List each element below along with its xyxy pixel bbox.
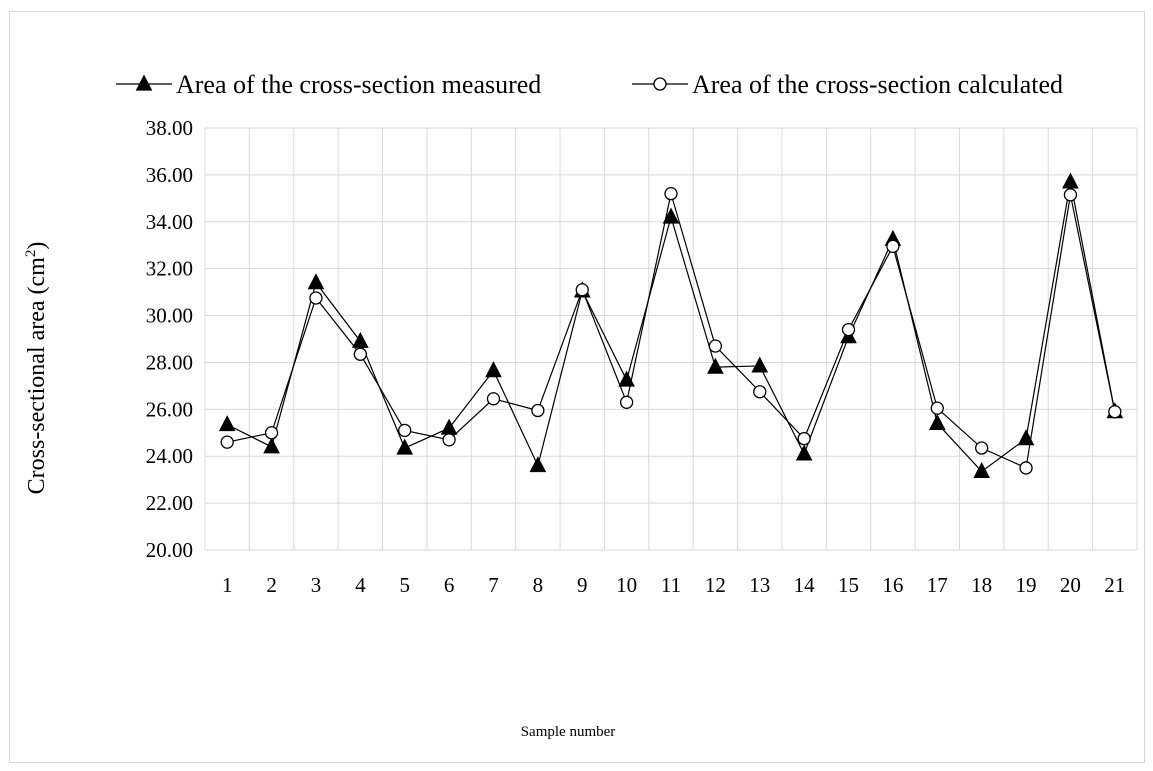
x-tick-label: 17 [927, 573, 948, 597]
triangle-marker [135, 74, 153, 91]
y-tick-label: 24.00 [146, 444, 193, 468]
grid [204, 127, 1138, 551]
triangle-marker [1062, 172, 1079, 189]
x-tick-label: 12 [705, 573, 726, 597]
x-tick-label: 3 [311, 573, 322, 597]
x-tick-label: 20 [1060, 573, 1081, 597]
legend: Area of the cross-section measured Area o… [116, 70, 1063, 99]
circle-marker [619, 395, 634, 409]
x-tick-label: 8 [533, 573, 544, 597]
series-line [227, 193, 1116, 469]
legend-label: Area of the cross-section calculated [692, 70, 1063, 99]
triangle-marker [751, 356, 769, 373]
y-tick-label: 36.00 [146, 163, 193, 187]
y-tick-label: 28.00 [146, 350, 193, 374]
x-tick-label: 6 [444, 573, 455, 597]
circle-marker [664, 186, 678, 201]
triangle-marker [307, 273, 325, 290]
circle-marker [1019, 461, 1033, 475]
x-tick-label: 10 [616, 573, 637, 597]
chart-frame [9, 11, 1145, 763]
triangle-marker [662, 207, 680, 224]
y-tick-label: 38.00 [146, 116, 193, 140]
triangle-marker [218, 415, 236, 432]
series-1 [218, 172, 1124, 479]
triangle-marker [928, 413, 946, 430]
x-tick-label: 5 [399, 573, 410, 597]
circle-marker [486, 392, 501, 406]
circle-marker [886, 239, 900, 254]
x-tick-label: 14 [794, 573, 816, 597]
circle-marker [930, 401, 944, 415]
triangle-marker [529, 456, 547, 473]
circle-marker [753, 385, 767, 399]
triangle-marker [485, 361, 502, 378]
x-tick-label: 7 [488, 573, 499, 597]
circle-marker [531, 403, 545, 418]
x-axis-label: Sample number [521, 724, 616, 740]
series-2 [220, 186, 1122, 475]
circle-marker [398, 423, 412, 438]
x-tick-label: 1 [222, 573, 233, 597]
triangle-marker [396, 438, 414, 455]
triangle-marker [795, 444, 813, 461]
x-tick-label: 11 [661, 573, 681, 597]
y-tick-labels: 20.00 22.00 24.00 26.00 28.00 30.00 32.00 34.00… [146, 116, 193, 562]
circle-marker [841, 322, 856, 337]
triangle-marker [352, 331, 369, 348]
x-tick-label: 13 [749, 573, 770, 597]
x-tick-labels: 1 2 3 4 5 6 7 8 9 10 11 12 13 14 15 16 17 18 19 20 21 [222, 573, 1125, 597]
x-tick-label: 21 [1104, 573, 1125, 597]
circle-marker [1063, 188, 1078, 202]
circle-marker [653, 77, 667, 91]
circle-marker [353, 347, 367, 361]
y-axis-label: Cross-sectional area (cm2) [23, 242, 50, 495]
y-tick-label: 22.00 [146, 491, 193, 515]
series-group [218, 172, 1124, 479]
x-tick-label: 19 [1016, 573, 1037, 597]
y-tick-label: 30.00 [146, 304, 193, 328]
circle-marker [575, 283, 589, 297]
triangle-marker [973, 462, 990, 479]
circle-marker [309, 291, 323, 305]
circle-marker [1108, 405, 1122, 419]
y-tick-label: 32.00 [146, 257, 193, 281]
legend-label: Area of the cross-section measured [176, 70, 541, 99]
x-tick-label: 18 [971, 573, 992, 597]
circle-marker [264, 426, 279, 440]
x-tick-label: 16 [882, 573, 903, 597]
x-tick-label: 9 [577, 573, 588, 597]
y-tick-label: 26.00 [146, 397, 193, 421]
x-tick-label: 4 [355, 573, 366, 597]
x-tick-label: 15 [838, 573, 859, 597]
triangle-marker [1017, 429, 1035, 446]
legend-item-2: Area of the cross-section calculated [632, 70, 1063, 99]
circle-marker [708, 339, 723, 353]
y-tick-label: 20.00 [146, 538, 193, 562]
triangle-marker [707, 357, 724, 374]
series-line [226, 181, 1116, 473]
legend-item-1: Area of the cross-section measured [116, 70, 541, 99]
y-tick-label: 34.00 [146, 210, 193, 234]
circle-marker [220, 435, 234, 449]
circle-marker [975, 441, 989, 455]
circle-marker [797, 431, 811, 446]
x-tick-label: 2 [266, 573, 277, 597]
triangle-marker [263, 437, 280, 454]
circle-marker [442, 433, 456, 447]
